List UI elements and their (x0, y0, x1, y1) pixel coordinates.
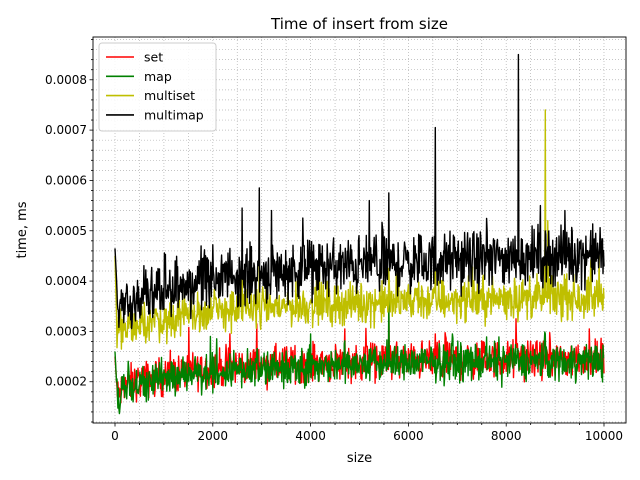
x-axis-label: size (347, 451, 372, 466)
y-axis: 0.0002 0.0003 0.0004 0.0005 0.0006 0.0007 0.00… (45, 39, 93, 423)
series-line-map (114, 287, 605, 415)
plot-series (114, 53, 605, 415)
legend: set map multiset multimap (98, 42, 217, 132)
y-tick-label: 0.0007 (45, 123, 87, 137)
series-line-multimap (114, 53, 605, 330)
legend-label-multimap: multimap (144, 107, 204, 122)
y-tick-label: 0.0006 (45, 173, 87, 187)
legend-label-set: set (144, 50, 163, 65)
y-tick-label: 0.0003 (45, 324, 87, 338)
y-tick-label: 0.0002 (45, 375, 87, 389)
x-tick-label: 8000 (491, 429, 522, 443)
x-tick-label: 6000 (393, 429, 424, 443)
x-tick-label: 4000 (295, 429, 326, 443)
legend-frame (98, 42, 217, 132)
y-tick-label: 0.0005 (45, 224, 87, 238)
chart-title: Time of insert from size (270, 15, 448, 33)
x-tick-label: 10000 (585, 429, 623, 443)
series-line-multiset (114, 109, 605, 350)
y-axis-label: time, ms (15, 201, 30, 258)
x-tick-label: 2000 (198, 429, 229, 443)
x-tick-label: 0 (111, 429, 119, 443)
y-tick-label: 0.0004 (45, 274, 87, 288)
legend-label-map: map (144, 69, 172, 84)
legend-label-multiset: multiset (144, 88, 195, 103)
y-tick-label: 0.0008 (45, 73, 87, 87)
x-axis: 0 2000 4000 6000 8000 10000 (111, 423, 623, 443)
